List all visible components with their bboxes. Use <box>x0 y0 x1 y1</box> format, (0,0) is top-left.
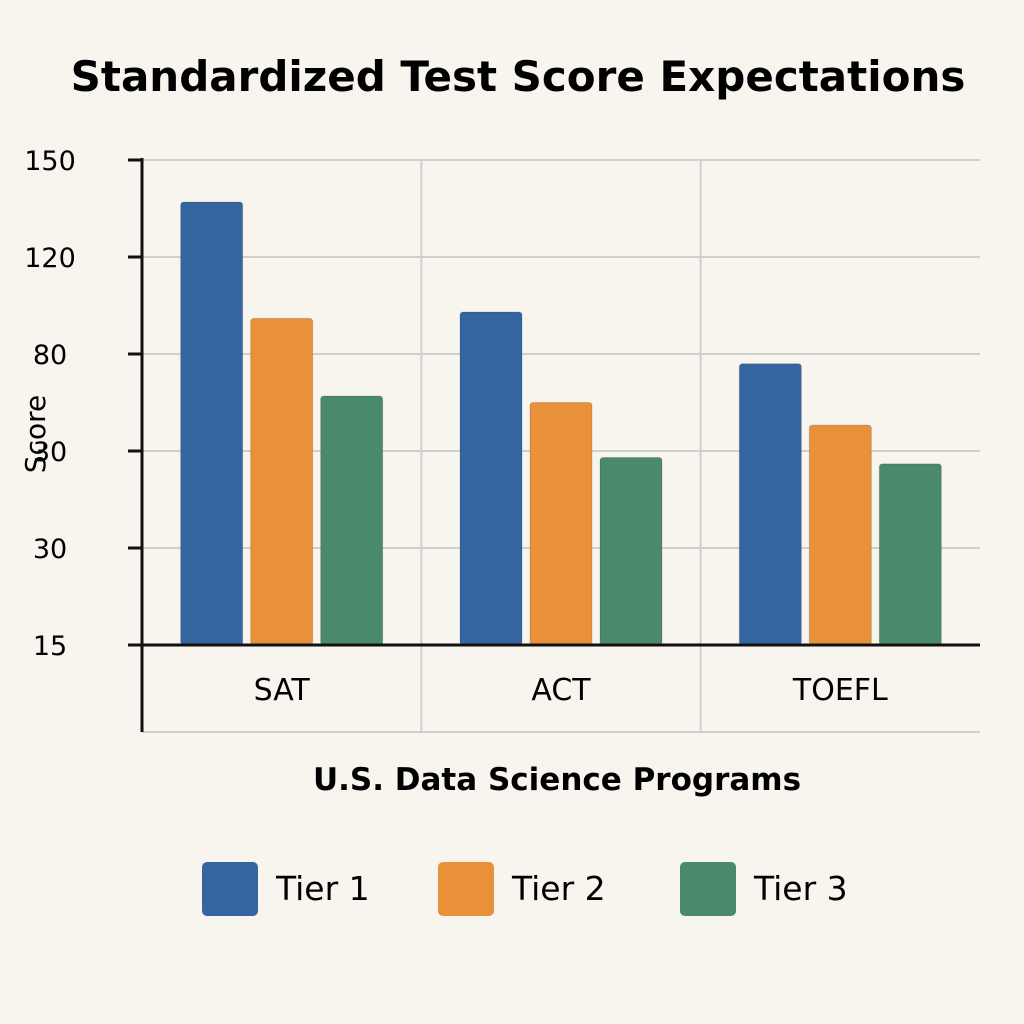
legend-label-tier-3: Tier 3 <box>753 869 848 908</box>
legend-swatch-tier-3 <box>680 862 736 916</box>
y-axis-title: Score <box>19 395 52 473</box>
category-label-act: ACT <box>531 673 591 708</box>
bar-toefl-tier-3 <box>878 463 942 646</box>
legend-swatch-tier-1 <box>202 862 258 916</box>
legend: Tier 1 Tier 2 Tier 3 <box>202 862 848 916</box>
bar-sat-tier-1 <box>180 201 244 646</box>
category-labels: SAT ACT TOEFL <box>254 673 888 708</box>
chart-title: Standardized Test Score Expectations <box>71 52 966 101</box>
bar-toefl-tier-1 <box>738 363 802 646</box>
legend-swatch-tier-2 <box>438 862 494 916</box>
legend-label-tier-2: Tier 2 <box>511 869 606 908</box>
y-tick-label: 30 <box>33 534 67 565</box>
bar-sat-tier-3 <box>320 395 384 646</box>
bars <box>180 201 942 646</box>
bar-act-tier-2 <box>529 402 593 646</box>
y-tick-label: 30 <box>33 437 67 468</box>
y-tick-label: 120 <box>24 243 76 274</box>
y-tick-label: 150 <box>24 146 76 177</box>
y-tick-label: 80 <box>33 340 67 371</box>
y-axis-ticks: 150 120 80 30 30 15 <box>24 146 142 662</box>
bar-act-tier-3 <box>599 456 663 646</box>
bar-act-tier-1 <box>459 311 523 646</box>
bar-sat-tier-2 <box>250 317 314 646</box>
bar-toefl-tier-2 <box>808 424 872 646</box>
legend-label-tier-1: Tier 1 <box>275 869 370 908</box>
category-label-toefl: TOEFL <box>792 673 888 708</box>
category-label-sat: SAT <box>254 673 311 708</box>
x-axis-title: U.S. Data Science Programs <box>313 762 801 798</box>
y-tick-label: 15 <box>33 631 67 662</box>
